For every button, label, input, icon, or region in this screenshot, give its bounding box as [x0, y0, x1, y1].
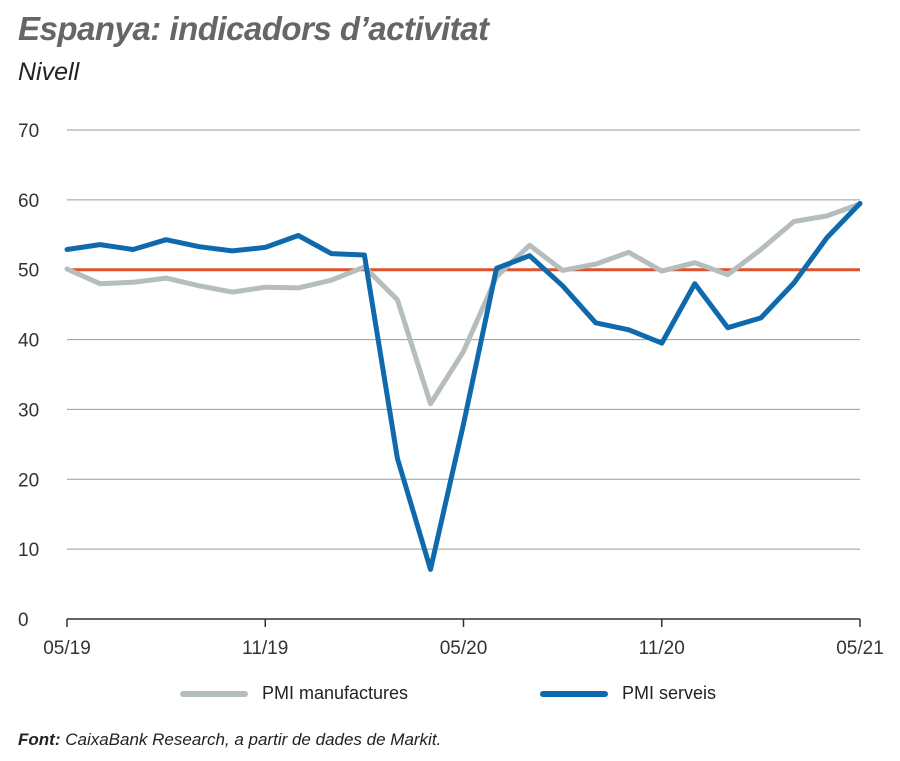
chart-subtitle: Nivell — [18, 58, 80, 86]
y-tick-label: 70 — [18, 121, 39, 142]
grid-lines — [67, 129, 860, 550]
y-tick-label: 40 — [18, 331, 39, 352]
source-text: CaixaBank Research, a partir de dades de… — [60, 730, 442, 749]
x-tick-label: 05/20 — [440, 638, 488, 659]
series-line-serveis — [64, 200, 863, 572]
legend-item-serveis: PMI serveis — [540, 683, 716, 704]
x-tick-label: 11/19 — [242, 638, 288, 659]
y-tick-label: 0 — [18, 610, 29, 631]
series-line-manufactures — [64, 201, 863, 407]
y-tick-label: 10 — [18, 540, 39, 561]
x-tick-label: 11/20 — [639, 638, 685, 659]
source-note: Font: CaixaBank Research, a partir de da… — [18, 730, 441, 750]
series-lines — [64, 200, 863, 572]
x-tick-label: 05/21 — [836, 638, 884, 659]
y-axis-ticks: 0 10 20 30 40 50 60 70 — [18, 121, 39, 631]
legend: PMI manufactures PMI serveis — [0, 683, 900, 709]
legend-item-manufactures: PMI manufactures — [180, 683, 408, 704]
source-label: Font: — [18, 730, 61, 749]
chart-title: Espanya: indicadors d’activitat — [18, 10, 489, 47]
y-tick-label: 30 — [18, 400, 39, 421]
legend-swatch-serveis — [540, 690, 608, 697]
x-axis: 05/19 11/19 05/20 11/20 05/21 — [43, 618, 884, 659]
legend-swatch-manufactures — [180, 690, 248, 697]
y-tick-label: 20 — [18, 470, 39, 491]
legend-label-serveis: PMI serveis — [622, 683, 717, 703]
line-chart: 0 10 20 30 40 50 60 70 05/19 11/19 05/20 11/20 05/2… — [18, 121, 884, 659]
x-tick-label: 05/19 — [43, 638, 91, 659]
y-tick-label: 50 — [18, 261, 39, 282]
legend-label-manufactures: PMI manufactures — [262, 683, 409, 703]
y-tick-label: 60 — [18, 191, 39, 212]
